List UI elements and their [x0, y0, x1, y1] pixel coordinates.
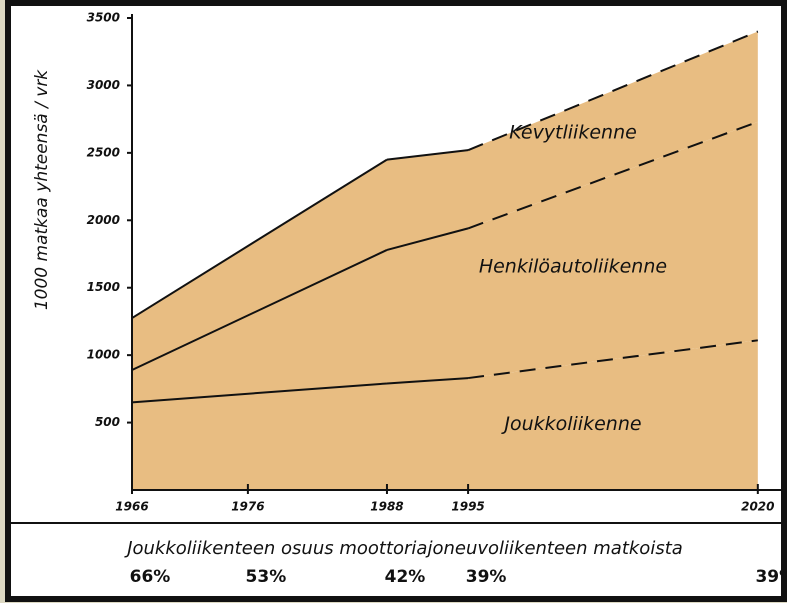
- x-tick-label: 1988: [370, 500, 403, 514]
- area: [132, 121, 758, 403]
- boundary-line: [386, 227, 469, 251]
- y-tick-label: 1500: [87, 280, 120, 294]
- area: [132, 31, 758, 370]
- boundary-line: [131, 382, 388, 404]
- y-tick-label: 2500: [87, 145, 120, 159]
- boundary-line: [467, 30, 759, 152]
- x-tick-label: 1995: [451, 500, 484, 514]
- area: [132, 340, 758, 490]
- shares-title: Joukkoliikenteen osuus moottoriajoneuvol…: [124, 538, 683, 559]
- share-label: 53%: [246, 567, 287, 587]
- y-tick-label: 1000: [87, 348, 120, 362]
- y-tick-label: 3000: [87, 78, 120, 92]
- x-tick-label: 1966: [115, 500, 148, 514]
- share-label: 66%: [130, 567, 171, 587]
- y-tick-label: 500: [95, 415, 120, 429]
- y-axis-label: 1000 matkaa yhteensä / vrk: [32, 69, 52, 310]
- boundary-line: [467, 339, 758, 380]
- y-tick-label: 3500: [87, 11, 120, 25]
- share-label: 39%: [755, 567, 787, 587]
- series-label: Joukkoliikenne: [500, 413, 641, 435]
- share-label: 39%: [466, 567, 507, 587]
- y-tick-label: 2000: [87, 213, 120, 227]
- boundary-line: [131, 158, 388, 319]
- boundary-line: [386, 377, 469, 385]
- share-label: 42%: [385, 567, 426, 587]
- series-label: Henkilöautoliikenne: [479, 256, 667, 278]
- x-tick-label: 1976: [231, 500, 264, 514]
- boundary-line: [386, 149, 469, 161]
- series-label: Kevytliikenne: [509, 121, 637, 143]
- x-tick-label: 2020: [741, 500, 774, 514]
- boundary-line: [131, 249, 388, 371]
